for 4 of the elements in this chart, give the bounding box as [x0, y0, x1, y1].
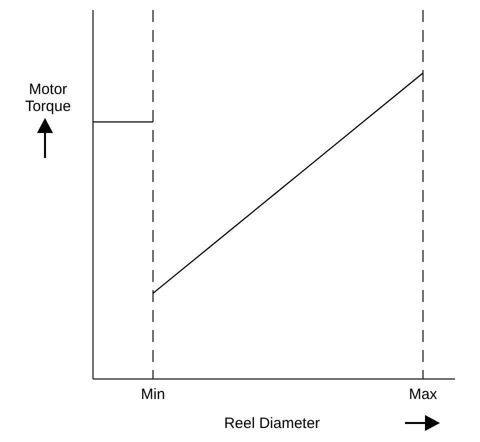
y-axis-title: Motor Torque: [25, 81, 71, 115]
x-axis-title: Reel Diameter: [224, 415, 320, 432]
x-tick-label: Max: [408, 386, 438, 403]
x-tick-label: Min: [140, 386, 166, 403]
